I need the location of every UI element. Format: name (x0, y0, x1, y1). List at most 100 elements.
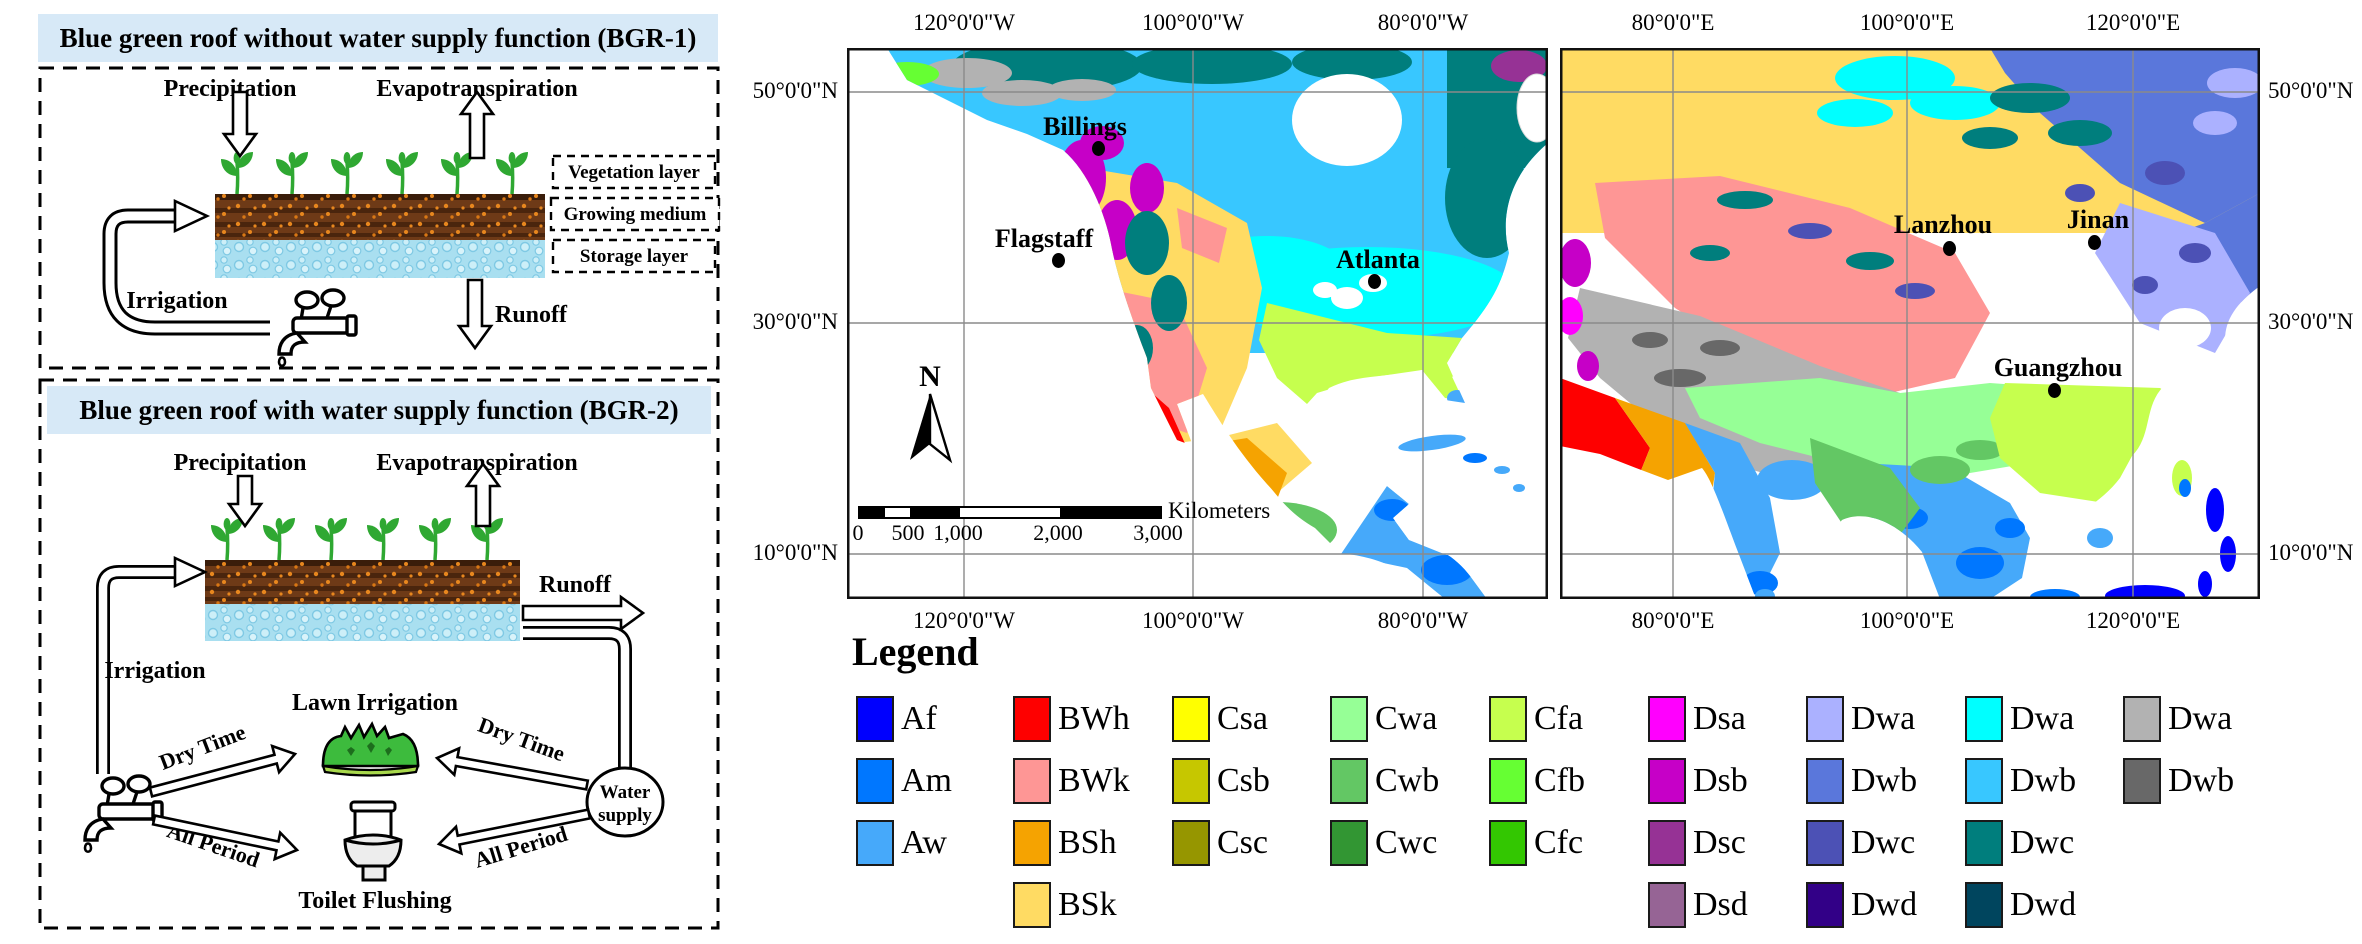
bgr2-irrigation-pipe (96, 555, 209, 774)
dry-time-right-label: Dry Time (475, 712, 569, 766)
city-dot-guangzhou (2048, 383, 2061, 398)
legend-code: Cwc (1375, 824, 1438, 861)
legend-swatch (1330, 820, 1368, 866)
legend-item-BSh-1: BSh (1013, 820, 1117, 866)
legend-item-Csc-2: Csc (1172, 820, 1268, 866)
flow-arrow (226, 474, 264, 529)
na-lon-tick-bottom: 120°0'0"W (913, 608, 1015, 633)
legend-swatch (1013, 882, 1051, 928)
legend-code: Dwa (1851, 700, 1916, 737)
scalebar-tick-label: 0 (852, 520, 864, 545)
legend-item-Dwb-7: Dwb (1965, 758, 2076, 804)
legend-swatch (1648, 820, 1686, 866)
asia-lat-tick: 10°0'0"N (2268, 540, 2354, 565)
legend-item-Cwa-3: Cwa (1330, 696, 1437, 742)
scalebar-tick-label: 500 (891, 520, 925, 545)
growing-medium-label: Growing medium (564, 204, 707, 225)
legend-item-Cfa-4: Cfa (1489, 696, 1583, 742)
na-map-frame (847, 48, 1548, 599)
legend-code: Dsa (1693, 700, 1746, 737)
scalebar-segment (885, 508, 910, 517)
legend-code: BSh (1058, 824, 1117, 861)
bgr2-border (38, 378, 720, 930)
legend-item-Dsb-5: Dsb (1648, 758, 1748, 804)
legend-code: Cfc (1534, 824, 1584, 861)
scalebar-tick-label: 3,000 (1133, 520, 1183, 545)
flow-arrow (464, 461, 502, 528)
legend-code: Af (901, 700, 937, 737)
bgr1-panel: Blue green roof without water supply fun… (38, 14, 721, 370)
na-lon-tick-top: 100°0'0"W (1142, 10, 1244, 35)
flow-arrow (434, 746, 590, 791)
legend-item-Dwa-7: Dwa (1965, 696, 2074, 742)
bgr1-roof (215, 150, 545, 278)
asia-map-frame (1560, 48, 2260, 599)
legend-code: Dwd (2010, 886, 2077, 923)
legend-swatch (1806, 758, 1844, 804)
legend-code: Dwb (1851, 762, 1918, 799)
city-label-guangzhou: Guangzhou (1993, 353, 2123, 382)
scalebar-segment (960, 508, 1060, 517)
legend-code: Dwc (2010, 824, 2075, 861)
legend-swatch (1489, 696, 1527, 742)
asia-lon-tick-bottom: 120°0'0"E (2085, 608, 2181, 633)
legend-code: Csa (1217, 700, 1268, 737)
legend-code: Dwa (2010, 700, 2075, 737)
asia-lon-tick-top: 120°0'0"E (2085, 10, 2181, 35)
legend-swatch (1648, 758, 1686, 804)
legend-swatch (1172, 820, 1210, 866)
bgr1-flow-arrows (221, 89, 496, 351)
na-lat-tick: 10°0'0"N (752, 540, 838, 565)
city-dot-jinan (2088, 235, 2101, 250)
bgr1-precipitation-label: Precipitation (164, 76, 297, 102)
lawn-icon (321, 722, 420, 777)
scalebar-tick-label: 1,000 (933, 520, 983, 545)
legend-swatch (856, 820, 894, 866)
asia-lat-tick: 50°0'0"N (2268, 78, 2354, 103)
bgr1-title: Blue green roof without water supply fun… (60, 23, 697, 53)
legend-item-BSk-1: BSk (1013, 882, 1117, 928)
legend-code: Cfb (1534, 762, 1585, 799)
legend-swatch (1806, 882, 1844, 928)
scalebar-segment (910, 508, 960, 517)
scalebar-bar (858, 506, 1162, 519)
flow-arrow (221, 90, 259, 159)
legend-code: Dwd (1851, 886, 1918, 923)
legend-item-Am-0: Am (856, 758, 952, 804)
legend-swatch (1330, 696, 1368, 742)
asia-lon-tick-top: 80°0'0"E (1631, 10, 1715, 35)
legend-code: Dwa (2168, 700, 2233, 737)
scalebar-segment (1060, 508, 1160, 517)
water-supply-node (585, 766, 665, 838)
bgr2-roof (205, 516, 520, 641)
legend-code: Dsc (1693, 824, 1746, 861)
bgr2-runoff-label: Runoff (539, 572, 612, 598)
toilet-icon (343, 800, 403, 882)
flow-arrow (148, 743, 298, 798)
na-lat-tick: 50°0'0"N (752, 78, 838, 103)
city-dot-flagstaff (1052, 253, 1065, 268)
legend-code: Csb (1217, 762, 1270, 799)
legend-swatch (1648, 882, 1686, 928)
legend-code: Am (901, 762, 952, 799)
legend-swatch (1330, 758, 1368, 804)
legend-title: Legend (852, 629, 979, 674)
scalebar: 0 500 1,000 2,000 3,000 Kilometers (853, 498, 1278, 545)
legend-item-BWh-1: BWh (1013, 696, 1130, 742)
bgr2-irrigation-label: Irrigation (104, 658, 205, 684)
toilet-flushing-label: Toilet Flushing (298, 888, 451, 914)
na-lon-tick-top: 120°0'0"W (913, 10, 1015, 35)
legend-swatch (1806, 696, 1844, 742)
legend-swatch (856, 696, 894, 742)
legend-item-Aw-0: Aw (856, 820, 947, 866)
na-map (847, 48, 1548, 599)
city-label-flagstaff: Flagstaff (994, 224, 1094, 253)
legend-code: BWk (1058, 762, 1130, 799)
legend-swatch (856, 758, 894, 804)
scalebar-tick-label: 2,000 (1033, 520, 1083, 545)
water-supply-line2: supply (598, 805, 652, 826)
north-arrow-label: N (919, 360, 941, 393)
legend-code: Dwb (2168, 762, 2235, 799)
legend-code: BWh (1058, 700, 1130, 737)
bgr2-header (47, 386, 711, 434)
